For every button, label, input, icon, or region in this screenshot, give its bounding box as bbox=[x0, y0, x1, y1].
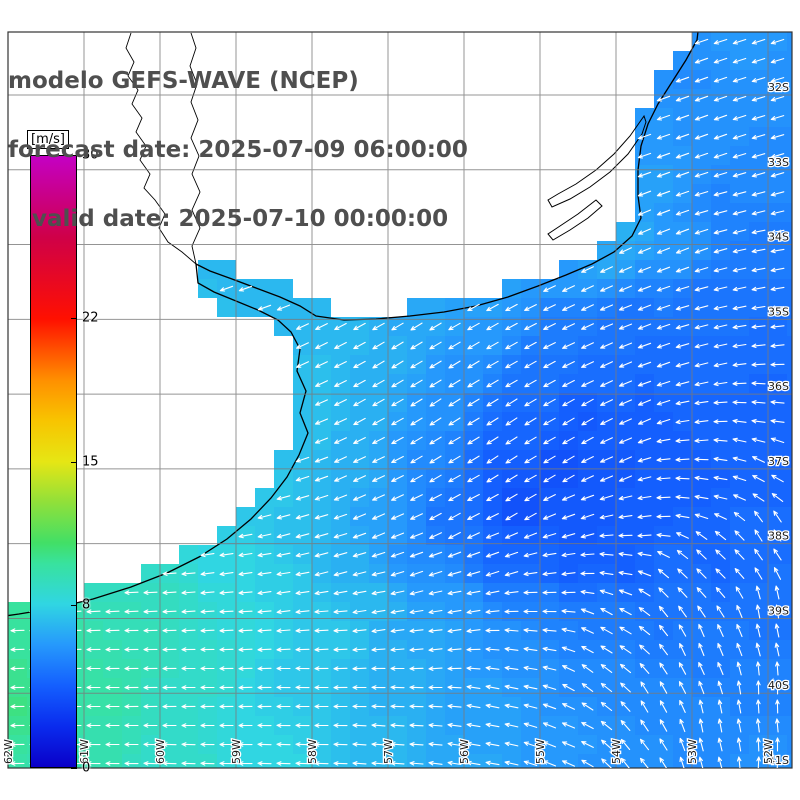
lon-label: 58W bbox=[306, 739, 319, 764]
coastline bbox=[8, 32, 699, 617]
lagoon-outline bbox=[547, 199, 603, 241]
colorbar-tick-mark bbox=[71, 768, 77, 769]
lat-label: 33S bbox=[768, 156, 789, 169]
colorbar-tick-label: 8 bbox=[82, 597, 91, 613]
colorbar-tick-label: 22 bbox=[82, 310, 99, 326]
lon-label: 60W bbox=[154, 739, 167, 764]
lat-label: 41S bbox=[768, 754, 789, 767]
lon-label: 62W bbox=[2, 739, 15, 764]
lon-label: 61W bbox=[78, 739, 91, 764]
colorbar-tick-label: 30 bbox=[82, 147, 99, 163]
colorbar-unit-label: [m/s] bbox=[27, 130, 69, 149]
lat-label: 34S bbox=[768, 231, 789, 244]
lon-label: 57W bbox=[382, 739, 395, 764]
lat-label: 37S bbox=[768, 455, 789, 468]
axis-labels: 32S 33S 34S 35S 36S 37S 38S 39S 40S 41S 62W 61W 60W 5… bbox=[1, 80, 791, 769]
lon-label: 55W bbox=[534, 739, 547, 764]
forecast-date-line: forecast date: 2025-07-09 06:00:00 bbox=[8, 137, 468, 163]
lat-label: 35S bbox=[768, 305, 789, 318]
lat-label: 36S bbox=[768, 380, 789, 393]
lon-label: 53W bbox=[686, 739, 699, 764]
lon-label: 54W bbox=[610, 739, 623, 764]
lat-label: 38S bbox=[768, 530, 789, 543]
lat-label: 40S bbox=[768, 679, 789, 692]
colorbar-tick-label: 15 bbox=[82, 454, 99, 469]
colorbar-tick-label: 0 bbox=[82, 760, 91, 776]
title-block: modelo GEFS-WAVE (NCEP) forecast date: 2… bbox=[8, 24, 468, 277]
lagoon-outline bbox=[547, 114, 647, 208]
river-line bbox=[189, 32, 201, 265]
lon-label: 52W bbox=[762, 739, 775, 764]
wind-speed-cells bbox=[8, 32, 792, 768]
colorbar-tick-mark bbox=[71, 155, 77, 156]
lat-label: 32S bbox=[768, 81, 789, 94]
valid-date-line: valid date: 2025-07-10 00:00:00 bbox=[8, 206, 449, 232]
map-frame bbox=[7, 31, 793, 769]
model-name-title: modelo GEFS-WAVE (NCEP) bbox=[8, 68, 359, 94]
lon-label: 56W bbox=[458, 739, 471, 764]
colorbar-tick-mark bbox=[71, 461, 77, 463]
colorbar-tick-mark bbox=[71, 604, 77, 606]
lat-label: 39S bbox=[768, 604, 789, 617]
colorbar-tick-mark bbox=[71, 318, 77, 320]
lon-label: 59W bbox=[230, 739, 243, 764]
